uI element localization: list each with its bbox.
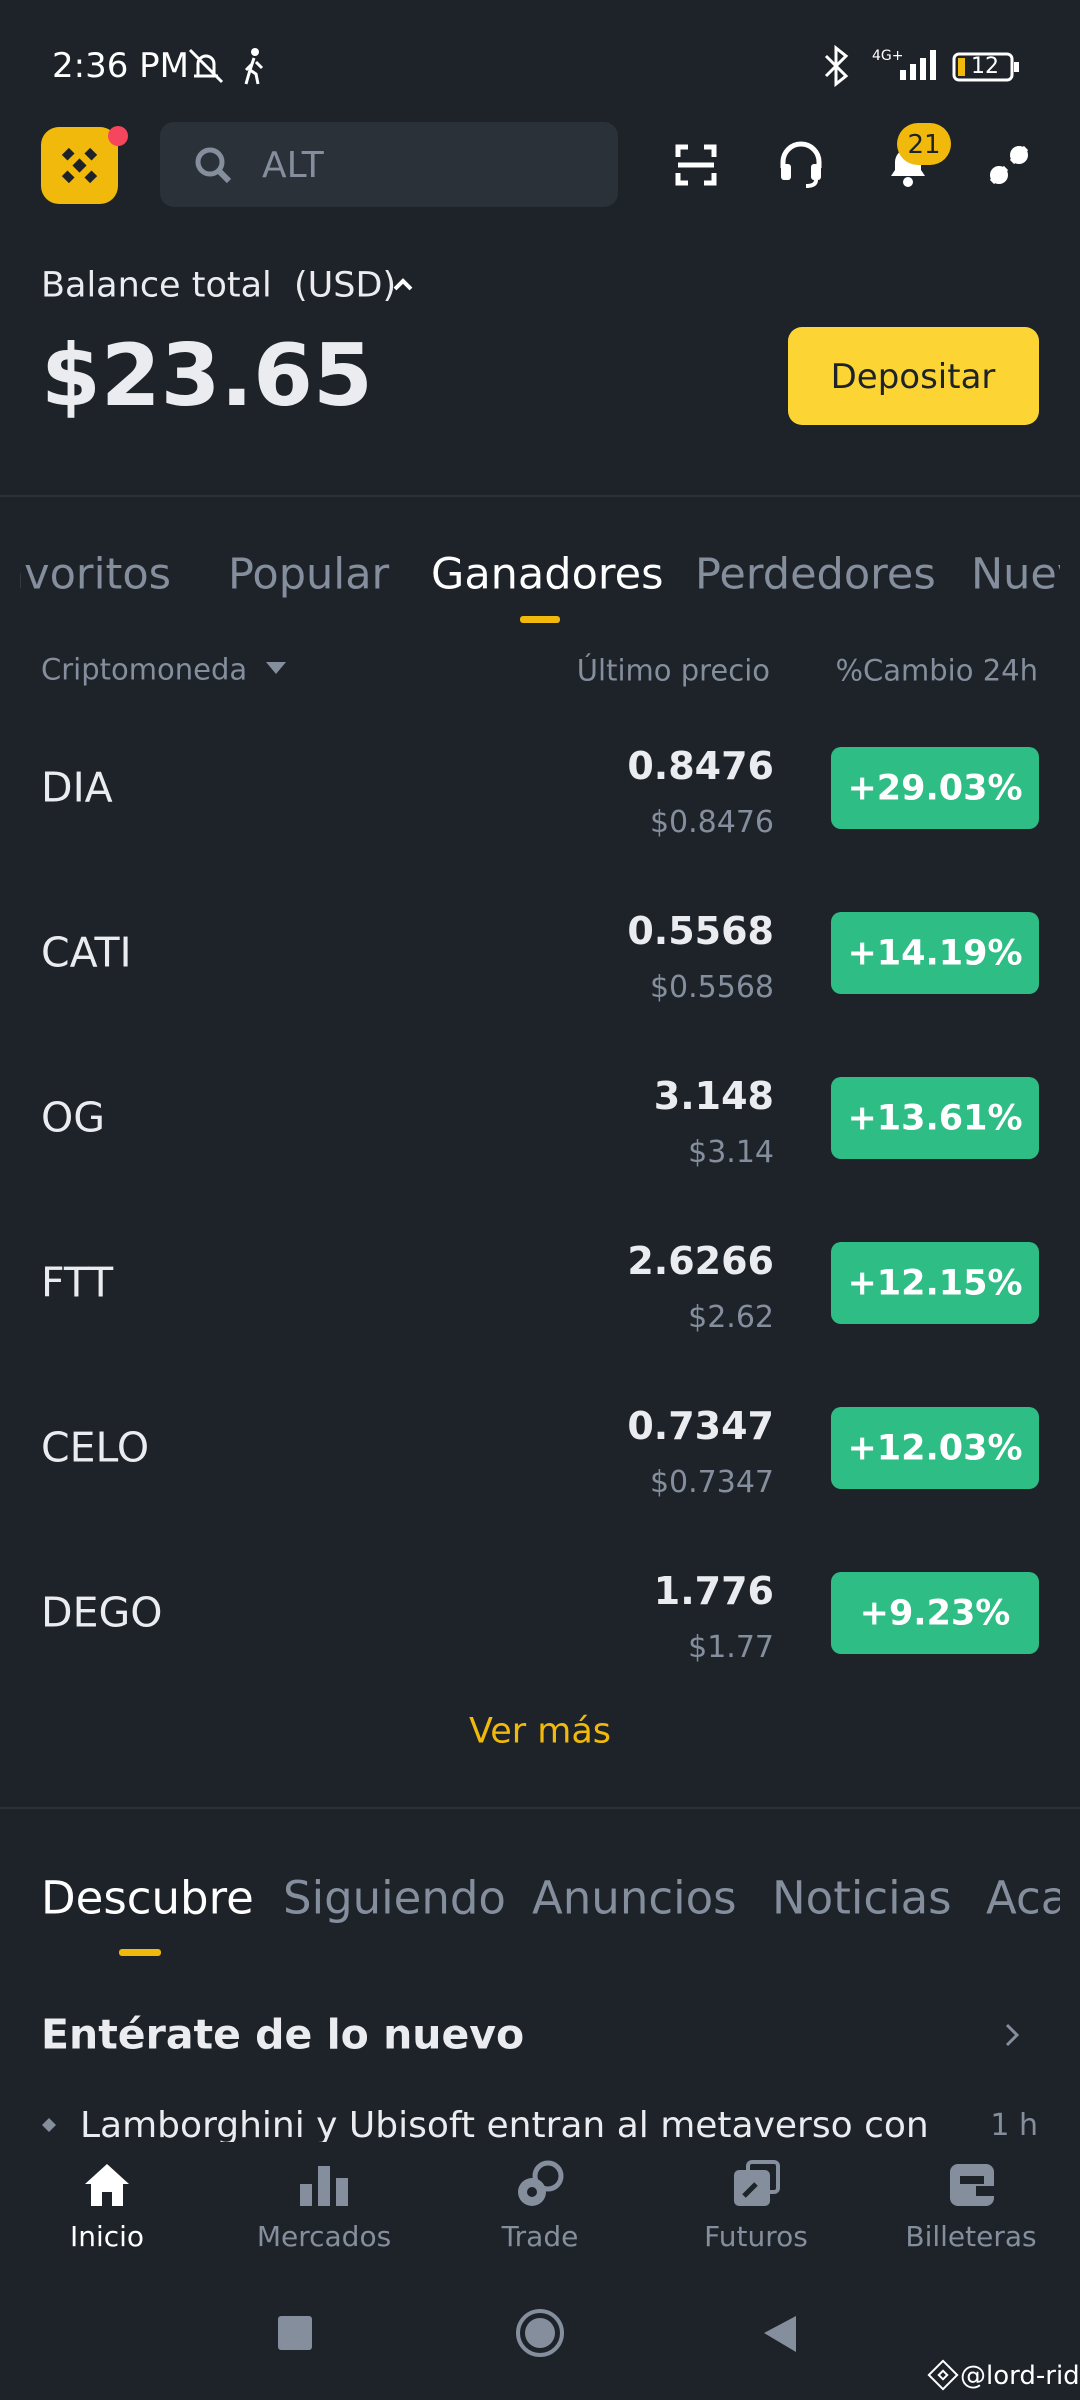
change-value: +13.61% [847, 1098, 1023, 1139]
app-logo[interactable] [41, 126, 128, 204]
see-more[interactable]: Ver más [468, 1711, 612, 1752]
balance-amount: $23.65 [41, 326, 373, 426]
mute-icon [188, 48, 224, 84]
home-button[interactable] [515, 2308, 565, 2358]
divider [0, 495, 1080, 497]
nav-label[interactable]: Mercados [256, 2220, 392, 2253]
feed-tab[interactable]: Academia [986, 1871, 1060, 1925]
change-pill[interactable] [831, 1242, 1039, 1324]
futures-icon[interactable] [732, 2160, 780, 2208]
news-headline: Lamborghini y Ubisoft entran al metavers… [80, 2105, 929, 2143]
symbol: CATI [41, 928, 132, 977]
feed-tab-active[interactable]: Descubre [41, 1871, 254, 1925]
tab-indicator [520, 616, 560, 623]
price-usd: $1.77 [688, 1630, 774, 1665]
feed-tab[interactable]: Noticias [772, 1871, 952, 1925]
divider [0, 1807, 1080, 1809]
price: 3.148 [653, 1074, 774, 1118]
search-box[interactable] [160, 122, 618, 207]
feed-tabs: Descubre Siguiendo Anuncios Noticias Aca… [0, 1860, 1060, 1936]
market-tab[interactable]: Nuevo [971, 549, 1060, 600]
news-time: 1 h [990, 2108, 1038, 2142]
price-usd: $0.5568 [649, 970, 774, 1005]
bullet [42, 2118, 56, 2132]
symbol: DEGO [41, 1588, 163, 1637]
change-value: +9.23% [859, 1593, 1011, 1634]
news-item[interactable]: Lamborghini y Ubisoft entran al metavers… [0, 2100, 1080, 2142]
search-placeholder: ALT [262, 145, 324, 186]
symbol: OG [41, 1093, 106, 1142]
market-tabs: Favoritos Popular Ganadores Perdedores N… [20, 540, 1060, 610]
watermark-logo [927, 2359, 959, 2391]
nav-label[interactable]: Futuros [704, 2220, 808, 2253]
network-type: 4G+ [872, 48, 904, 64]
deposit-label: Depositar [830, 357, 996, 397]
market-tab[interactable]: Favoritos [20, 549, 172, 600]
price-usd: $0.8476 [649, 805, 774, 840]
price-usd: $2.62 [688, 1300, 774, 1335]
column-price: Último precio [576, 653, 770, 688]
notification-count: 21 [907, 130, 941, 160]
home-icon[interactable] [83, 2162, 131, 2208]
sort-icon[interactable] [266, 662, 286, 676]
referral-icon[interactable] [986, 142, 1032, 188]
nav-label[interactable]: Trade [501, 2220, 579, 2253]
change-pill[interactable] [831, 1077, 1039, 1159]
change-value: +14.19% [847, 933, 1023, 974]
feed-tab[interactable]: Siguiendo [283, 1871, 506, 1925]
scan-icon[interactable] [675, 144, 717, 186]
change-value: +12.03% [847, 1428, 1023, 1469]
back-button[interactable] [762, 2314, 798, 2352]
column-change: %Cambio 24h [835, 653, 1038, 688]
column-name[interactable]: Criptomoneda [41, 652, 248, 687]
nav-label[interactable]: Billeteras [905, 2220, 1037, 2253]
recents-button[interactable] [278, 2316, 312, 2350]
price: 2.6266 [627, 1239, 774, 1283]
markets-icon[interactable] [298, 2162, 350, 2208]
bluetooth-icon [824, 44, 849, 88]
change-pill[interactable] [831, 912, 1039, 994]
balance-currency[interactable]: (USD) [294, 265, 397, 306]
trade-icon[interactable] [516, 2160, 564, 2208]
notification-badge [897, 123, 951, 165]
price-usd: $0.7347 [649, 1465, 774, 1500]
deposit-button[interactable] [788, 327, 1039, 425]
price: 0.8476 [627, 744, 774, 788]
section-title[interactable]: Entérate de lo nuevo [41, 2010, 525, 2059]
change-pill[interactable] [831, 747, 1039, 829]
change-pill[interactable] [831, 1572, 1039, 1654]
nav-label-active[interactable]: Inicio [69, 2220, 145, 2253]
change-pill[interactable] [831, 1407, 1039, 1489]
symbol: DIA [41, 763, 113, 812]
tab-indicator [119, 1949, 161, 1956]
price: 0.5568 [627, 909, 774, 953]
wallet-icon[interactable] [948, 2162, 996, 2208]
status-time: 2:36 PM [52, 46, 189, 86]
price: 0.7347 [627, 1404, 774, 1448]
battery-level: 12 [971, 54, 999, 79]
watermark: @lord-ride [960, 2361, 1080, 2391]
support-icon[interactable] [778, 141, 824, 188]
feed-tab[interactable]: Anuncios [532, 1871, 737, 1925]
chevron-right[interactable] [1004, 2022, 1020, 2048]
search-icon [195, 147, 232, 184]
walk-icon [244, 48, 264, 85]
signal-icon [900, 50, 936, 80]
symbol: FTT [41, 1258, 114, 1307]
battery-icon [952, 52, 1019, 82]
market-tab[interactable]: Perdedores [695, 549, 936, 600]
market-tab-active[interactable]: Ganadores [431, 549, 664, 600]
balance-label-text: Balance total [41, 265, 272, 306]
market-tab[interactable]: Popular [228, 549, 390, 600]
change-value: +12.15% [847, 1263, 1023, 1304]
symbol: CELO [41, 1423, 150, 1472]
price: 1.776 [653, 1569, 774, 1613]
balance-label: Balance total (USD) [41, 265, 397, 306]
change-value: +29.03% [847, 768, 1023, 809]
price-usd: $3.14 [688, 1135, 774, 1170]
chevron-up[interactable] [392, 276, 414, 292]
